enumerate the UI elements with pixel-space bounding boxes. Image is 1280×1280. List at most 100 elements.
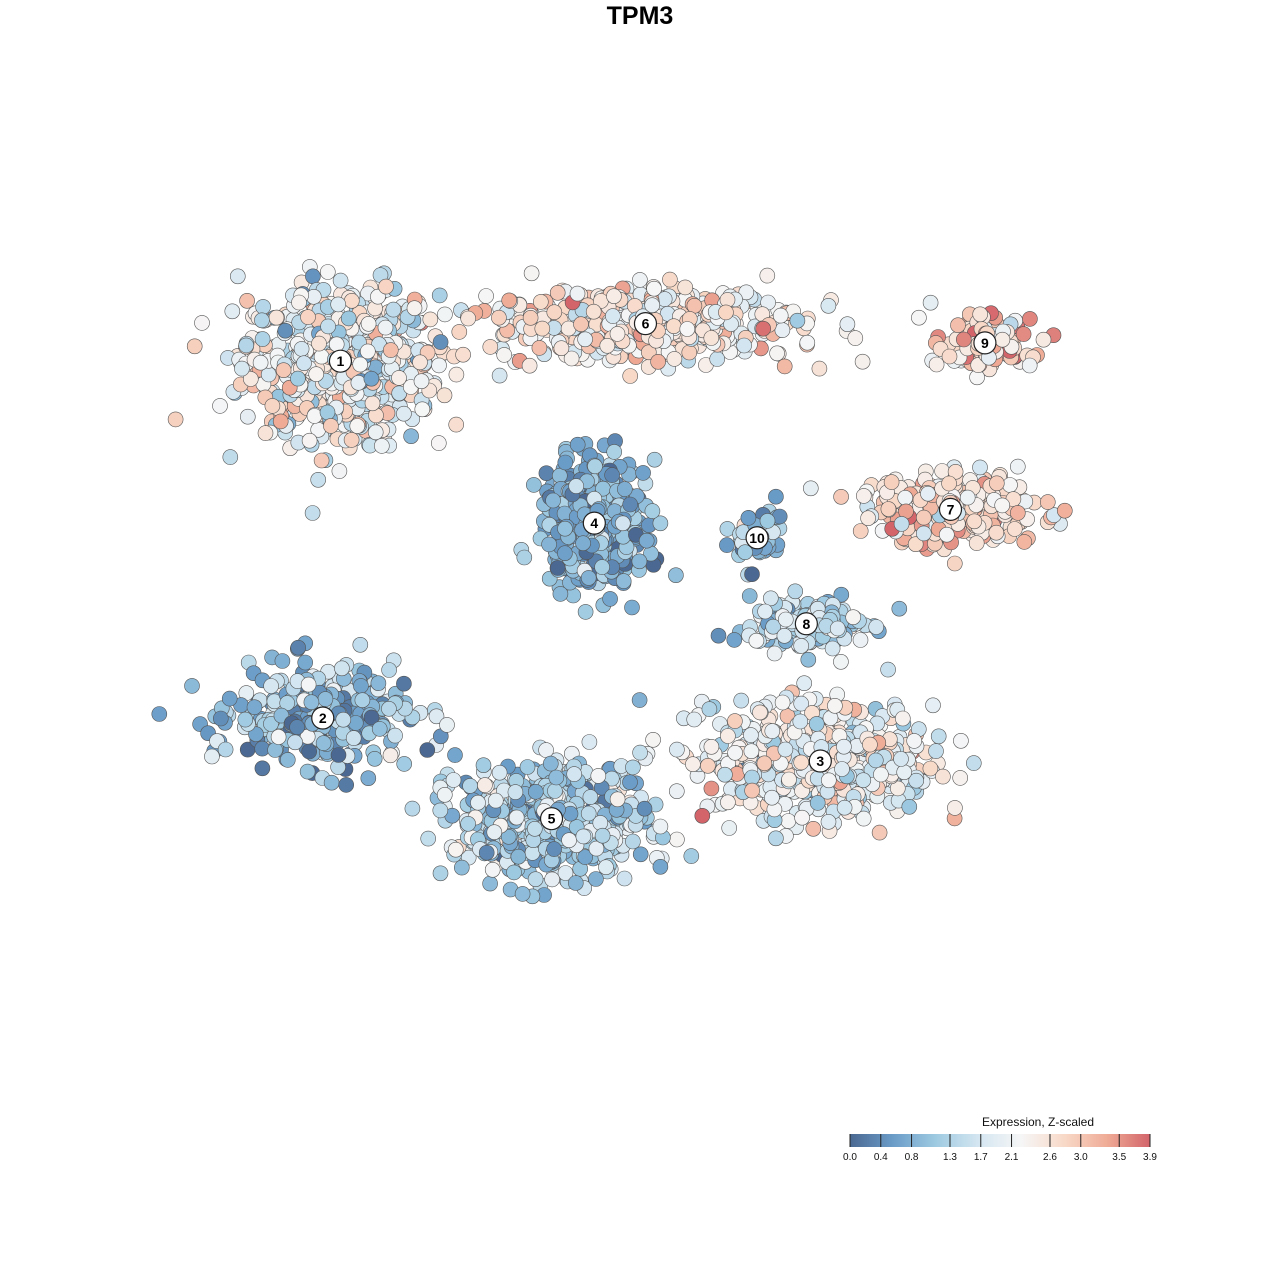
cell-point [451, 324, 468, 340]
cell-point [1022, 311, 1038, 327]
cell-point [787, 583, 804, 600]
cell-point [478, 844, 495, 861]
cell-point [577, 331, 593, 348]
cell-point [315, 735, 332, 751]
cell-point [546, 304, 563, 321]
cell-point [792, 713, 809, 730]
cell-point [521, 357, 538, 374]
cell-point [950, 317, 966, 334]
cell-point [396, 756, 413, 772]
cell-point [852, 523, 869, 539]
cell-point [254, 331, 271, 347]
cell-point [614, 515, 631, 532]
cell-point [470, 794, 486, 811]
cell-point [343, 432, 360, 448]
cell-point [289, 719, 305, 735]
cell-point [239, 292, 255, 309]
cell-point [414, 401, 431, 418]
cell-point [293, 341, 310, 357]
cell-point [644, 297, 661, 314]
cell-point [938, 526, 955, 543]
cell-point [391, 370, 407, 386]
legend-tick-label: 0.8 [905, 1152, 919, 1163]
cluster-label-10: 10 [745, 526, 769, 550]
cell-point [741, 588, 758, 604]
cell-point [317, 691, 334, 707]
cell-point [855, 772, 872, 789]
cell-point [482, 875, 498, 892]
cell-point [151, 706, 168, 722]
cell-point [768, 830, 784, 847]
cell-point [789, 312, 806, 329]
cell-point [880, 661, 896, 678]
cell-point [381, 662, 397, 678]
cell-point [541, 536, 557, 553]
cell-point [404, 800, 421, 817]
cell-point [246, 699, 263, 716]
cell-point [602, 591, 618, 607]
cell-point [230, 268, 246, 285]
cell-point [581, 734, 598, 750]
cell-point [809, 795, 826, 811]
cell-point [800, 651, 817, 668]
cell-point [752, 704, 768, 721]
cell-point [1035, 331, 1052, 348]
cell-point [545, 492, 561, 509]
cell-point [820, 297, 837, 314]
cluster-label-6: 6 [633, 312, 658, 336]
cell-point [700, 757, 716, 774]
cell-point [561, 832, 577, 849]
cell-point [759, 267, 776, 284]
cell-point [332, 272, 349, 289]
cell-point [491, 764, 508, 781]
cell-point [587, 458, 603, 475]
cell-point [836, 799, 853, 816]
cell-point [436, 786, 453, 803]
cell-point [222, 449, 239, 465]
cell-point [542, 755, 559, 772]
cell-point [567, 875, 584, 891]
cluster-label-text: 3 [816, 753, 824, 769]
cell-point [373, 438, 390, 454]
cell-point [300, 309, 316, 325]
cell-point [955, 331, 972, 348]
cell-point [894, 710, 911, 727]
cell-point [598, 859, 614, 876]
cell-point [625, 759, 641, 776]
cell-point [1040, 494, 1056, 510]
cell-point [588, 871, 604, 887]
cell-point [952, 770, 969, 786]
cell-point [759, 513, 776, 529]
cell-point [305, 268, 321, 285]
cell-point [306, 408, 323, 424]
cell-point [557, 520, 573, 537]
cell-point [683, 848, 700, 864]
cell-point [501, 292, 518, 309]
cell-point [238, 337, 254, 354]
cell-point [994, 331, 1011, 348]
cluster-label-text: 1 [337, 353, 345, 369]
cell-point [959, 489, 976, 506]
cell-point [353, 678, 369, 694]
cell-point [829, 620, 846, 637]
cell-point [727, 744, 743, 761]
cell-point [756, 755, 773, 772]
cell-point [988, 475, 1005, 492]
cell-point [609, 326, 626, 342]
cell-point [915, 509, 932, 526]
cell-point [430, 435, 447, 451]
cell-point [1009, 458, 1026, 475]
cell-point [686, 297, 703, 314]
cell-point [363, 370, 380, 387]
cell-point [349, 418, 366, 434]
cell-point [360, 315, 377, 332]
cell-point [352, 636, 369, 653]
cell-point [257, 425, 274, 441]
cell-point [291, 294, 307, 311]
cell-point [854, 353, 871, 370]
cell-point [319, 404, 336, 421]
cell-point [514, 886, 531, 902]
cell-point [428, 708, 445, 725]
cell-point [290, 639, 307, 656]
cell-point [527, 783, 544, 800]
